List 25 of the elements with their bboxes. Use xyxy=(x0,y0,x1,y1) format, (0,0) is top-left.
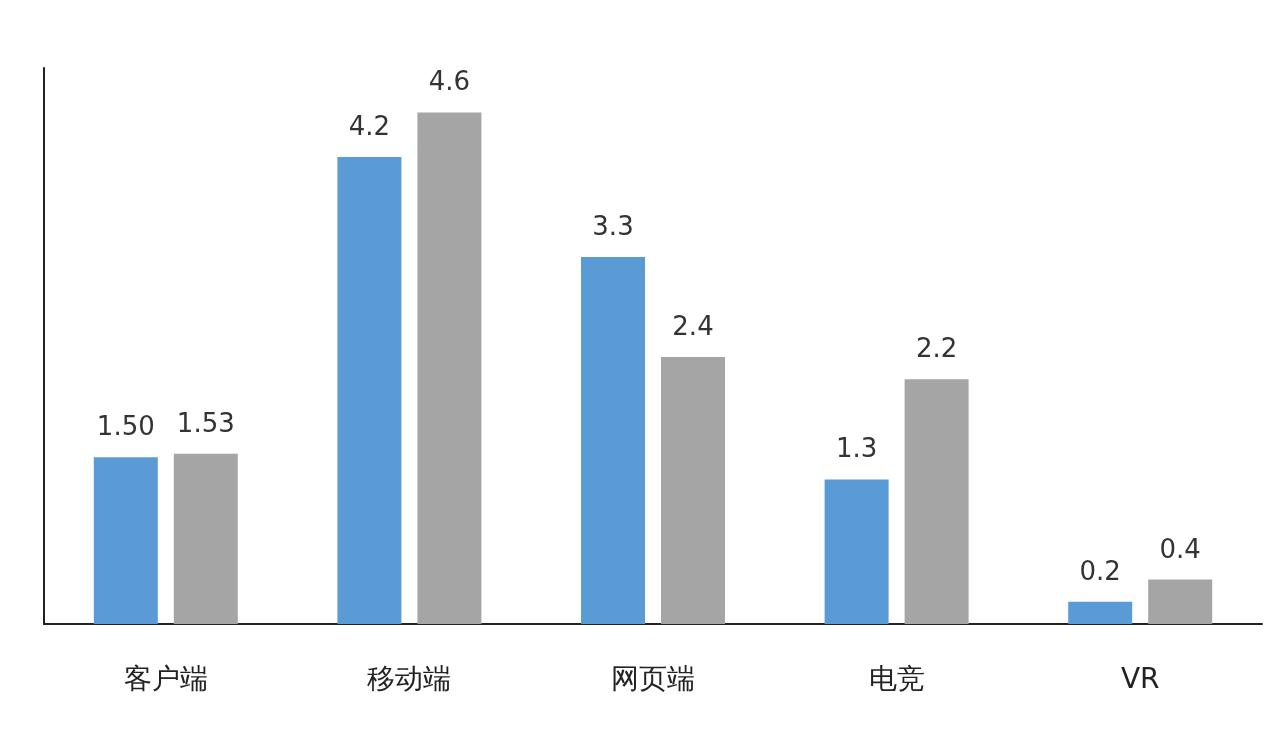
bar xyxy=(337,156,402,624)
bar xyxy=(904,379,969,624)
bar xyxy=(581,257,645,624)
bar xyxy=(1068,601,1133,624)
data-label: 0.2 xyxy=(1079,555,1121,586)
bar xyxy=(824,479,889,624)
data-label: 0.4 xyxy=(1159,533,1201,564)
x-tick-label: VR xyxy=(1120,661,1160,695)
bar xyxy=(1148,579,1213,624)
data-label: 3.3 xyxy=(592,211,634,242)
bar xyxy=(173,453,238,624)
data-label: 1.3 xyxy=(835,433,878,464)
x-tick-label: 电竞 xyxy=(868,661,925,695)
data-label: 1.50 xyxy=(96,411,155,442)
data-label: 2.2 xyxy=(915,333,958,364)
data-label: 2.4 xyxy=(672,311,714,342)
x-tick-label: 移动端 xyxy=(367,661,452,695)
data-label: 1.53 xyxy=(176,407,235,438)
x-tick-label: 网页端 xyxy=(611,661,695,695)
bar xyxy=(93,457,158,624)
bar xyxy=(661,357,725,624)
data-label: 4.6 xyxy=(428,66,471,97)
bar xyxy=(417,112,482,624)
x-tick-label: 客户端 xyxy=(123,661,208,695)
data-label: 4.2 xyxy=(348,110,391,141)
